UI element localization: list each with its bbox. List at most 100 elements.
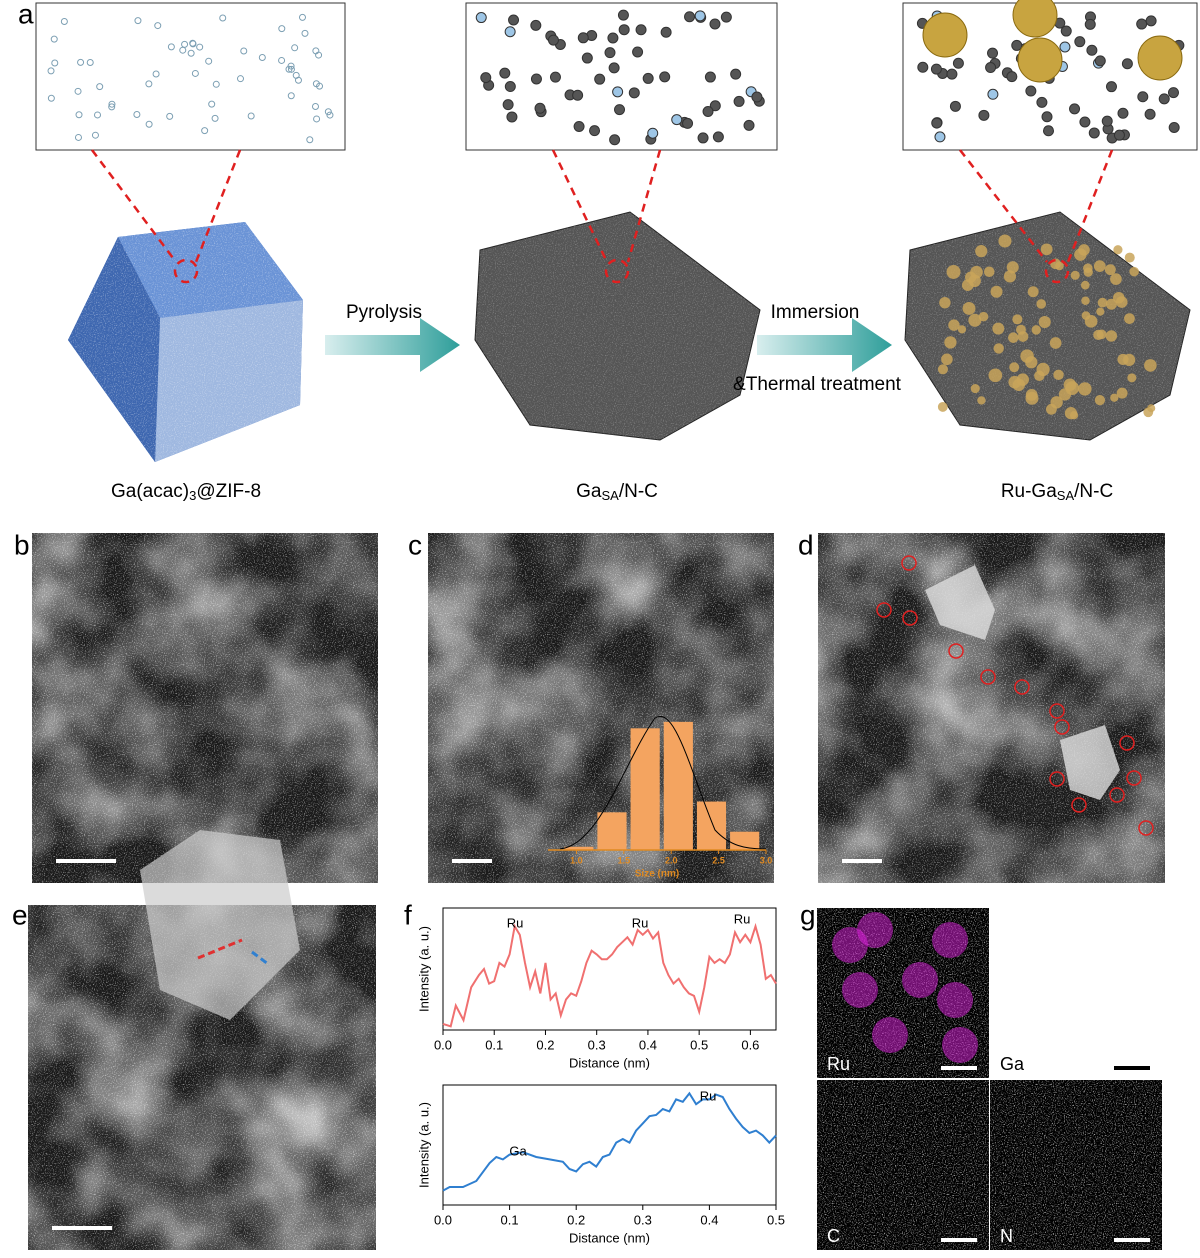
x-tick-label: 1.0 <box>570 855 583 865</box>
atom <box>931 117 943 129</box>
ru-cluster-signal <box>932 922 968 958</box>
atom <box>313 115 321 123</box>
atom <box>145 120 153 128</box>
atom <box>709 100 721 112</box>
element-label: Ga <box>1000 1054 1025 1074</box>
scheme: Pyrolysis Immersion &Thermal treatment <box>35 0 1198 462</box>
atom <box>326 111 334 119</box>
atom <box>1084 18 1096 30</box>
atom <box>240 47 248 55</box>
atom <box>1088 127 1100 139</box>
atom <box>278 25 286 33</box>
atom <box>201 127 209 135</box>
x-tick-label: 0.3 <box>588 1037 606 1052</box>
atom <box>298 13 306 21</box>
plot-frame <box>442 907 777 1031</box>
atom <box>108 103 116 111</box>
ru-particle <box>1009 362 1020 373</box>
ru-particle <box>1110 393 1119 402</box>
atom <box>278 56 286 64</box>
atom <box>1086 44 1098 56</box>
particle <box>1060 725 1120 800</box>
ru-particle <box>1034 370 1045 382</box>
ru-particle <box>988 368 1003 383</box>
atom <box>311 102 319 110</box>
atom <box>743 119 755 131</box>
x-tick-label: 0.5 <box>690 1037 708 1052</box>
x-tick-label: 0.1 <box>485 1037 503 1052</box>
atom <box>211 114 219 122</box>
ru-cluster-signal <box>842 972 878 1008</box>
material-label-part: /N-C <box>619 481 658 502</box>
ru-cluster <box>1137 35 1183 81</box>
atom <box>212 80 220 88</box>
ru-particle <box>1038 315 1051 329</box>
single-atom-marker <box>901 555 917 571</box>
atom <box>589 125 601 137</box>
ru-particle <box>962 301 976 315</box>
atom <box>1167 87 1179 99</box>
plot-frame <box>442 1084 777 1206</box>
inset-structures <box>47 0 1185 146</box>
ru-particle <box>983 266 995 278</box>
atom <box>1006 71 1018 83</box>
atom <box>208 100 216 108</box>
ru-particle <box>1105 330 1118 342</box>
x-tick-label: 0.4 <box>639 1037 657 1052</box>
atom <box>1042 125 1054 137</box>
material-label: Ru-GaSA/N-C <box>1001 481 1113 503</box>
hist-bar <box>663 721 693 850</box>
x-axis-label: Size (nm) <box>635 869 679 880</box>
atom <box>682 117 694 129</box>
single-atom-marker <box>902 610 918 626</box>
ru-particle <box>993 343 1004 354</box>
atom <box>191 69 199 77</box>
atom <box>475 12 487 24</box>
atom <box>86 59 94 67</box>
atom <box>108 100 116 108</box>
atom <box>617 9 629 21</box>
atom <box>133 111 141 119</box>
single-atom-marker <box>1049 703 1065 719</box>
ru-particle <box>957 325 967 334</box>
atom <box>628 87 640 99</box>
atom <box>94 111 102 119</box>
ru-particle <box>1040 243 1053 256</box>
atom <box>987 88 999 100</box>
atom <box>187 49 195 57</box>
atom <box>60 17 68 25</box>
ru-particle <box>1025 356 1038 369</box>
atom <box>730 68 742 80</box>
material-label-part: SA <box>1057 488 1075 503</box>
atom <box>530 19 542 31</box>
atom <box>1101 115 1113 127</box>
ru-particle <box>1096 307 1105 316</box>
x-tick-label: 0.0 <box>434 1212 452 1227</box>
step-label: Pyrolysis <box>346 302 422 323</box>
atom <box>573 120 585 132</box>
atom <box>635 24 647 36</box>
atom <box>1060 25 1072 37</box>
atom <box>581 52 593 64</box>
ru-particle <box>1016 373 1029 386</box>
atom <box>733 95 745 107</box>
atom <box>287 65 295 73</box>
ru-particle <box>977 396 986 405</box>
atom <box>1117 107 1129 119</box>
single-atom-marker <box>1119 735 1135 751</box>
atom <box>534 102 546 114</box>
atom <box>618 24 630 36</box>
panel-label: b <box>14 529 30 560</box>
atom <box>74 87 82 95</box>
panel-label: g <box>800 899 816 930</box>
ru-cluster-signal <box>872 1017 908 1053</box>
atom <box>181 40 189 48</box>
atom <box>152 70 160 78</box>
ru-particle <box>1083 267 1093 277</box>
material-label-part: Ga <box>576 481 602 502</box>
atom <box>609 134 621 146</box>
ru-particle <box>1080 280 1090 290</box>
single-atom-marker <box>1109 787 1125 803</box>
x-tick-label: 2.0 <box>665 855 678 865</box>
